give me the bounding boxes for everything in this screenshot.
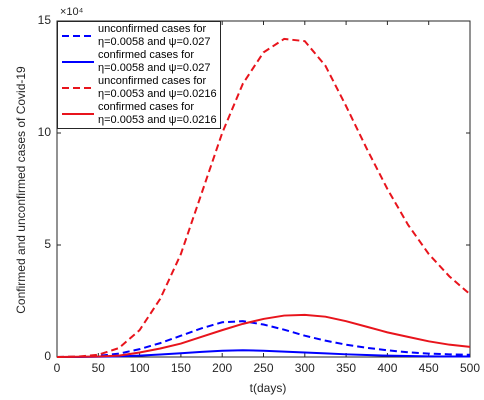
y-multiplier: ×10⁴ bbox=[60, 6, 84, 18]
x-tick-label: 450 bbox=[419, 361, 439, 375]
series-line bbox=[57, 349, 471, 358]
x-tick-label: 300 bbox=[295, 361, 315, 375]
y-tick-label: 0 bbox=[44, 349, 51, 363]
legend-swatch bbox=[62, 35, 94, 37]
legend-entry: confirmed cases for η=0.0053 and ψ=0.021… bbox=[58, 101, 217, 127]
x-tick-label: 100 bbox=[130, 361, 150, 375]
series-line bbox=[56, 37, 471, 358]
legend-entry: unconfirmed cases for η=0.0053 and ψ=0.0… bbox=[58, 75, 217, 101]
x-tick-label: 350 bbox=[336, 361, 356, 375]
y-tick-label: 10 bbox=[38, 125, 52, 139]
x-axis-label: t(days) bbox=[250, 381, 287, 395]
legend-label: confirmed cases for η=0.0053 and ψ=0.021… bbox=[98, 101, 217, 126]
x-tick-label: 500 bbox=[460, 361, 480, 375]
y-tick-label: 5 bbox=[44, 237, 51, 251]
x-tick-label: 150 bbox=[171, 361, 191, 375]
series-line bbox=[56, 320, 471, 358]
legend-label: confirmed cases for η=0.0058 and ψ=0.027 bbox=[98, 49, 211, 74]
x-tick-label: 200 bbox=[212, 361, 232, 375]
x-tick-label: 250 bbox=[253, 361, 273, 375]
legend-swatch bbox=[62, 113, 94, 115]
y-axis-label: Confirmed and unconfirmed cases of Covid… bbox=[14, 66, 28, 314]
x-tick-label: 400 bbox=[377, 361, 397, 375]
legend-swatch bbox=[62, 87, 94, 89]
legend: unconfirmed cases for η=0.0058 and ψ=0.0… bbox=[57, 21, 221, 129]
x-tick-label: 0 bbox=[54, 361, 61, 375]
legend-entry: confirmed cases for η=0.0058 and ψ=0.027 bbox=[58, 49, 217, 75]
y-tick-label: 15 bbox=[38, 13, 52, 27]
legend-label: unconfirmed cases for η=0.0058 and ψ=0.0… bbox=[98, 23, 211, 48]
x-tick-label: 50 bbox=[92, 361, 106, 375]
series-line bbox=[56, 313, 471, 358]
legend-swatch bbox=[62, 61, 94, 63]
legend-entry: unconfirmed cases for η=0.0058 and ψ=0.0… bbox=[58, 23, 217, 49]
legend-label: unconfirmed cases for η=0.0053 and ψ=0.0… bbox=[98, 75, 217, 100]
